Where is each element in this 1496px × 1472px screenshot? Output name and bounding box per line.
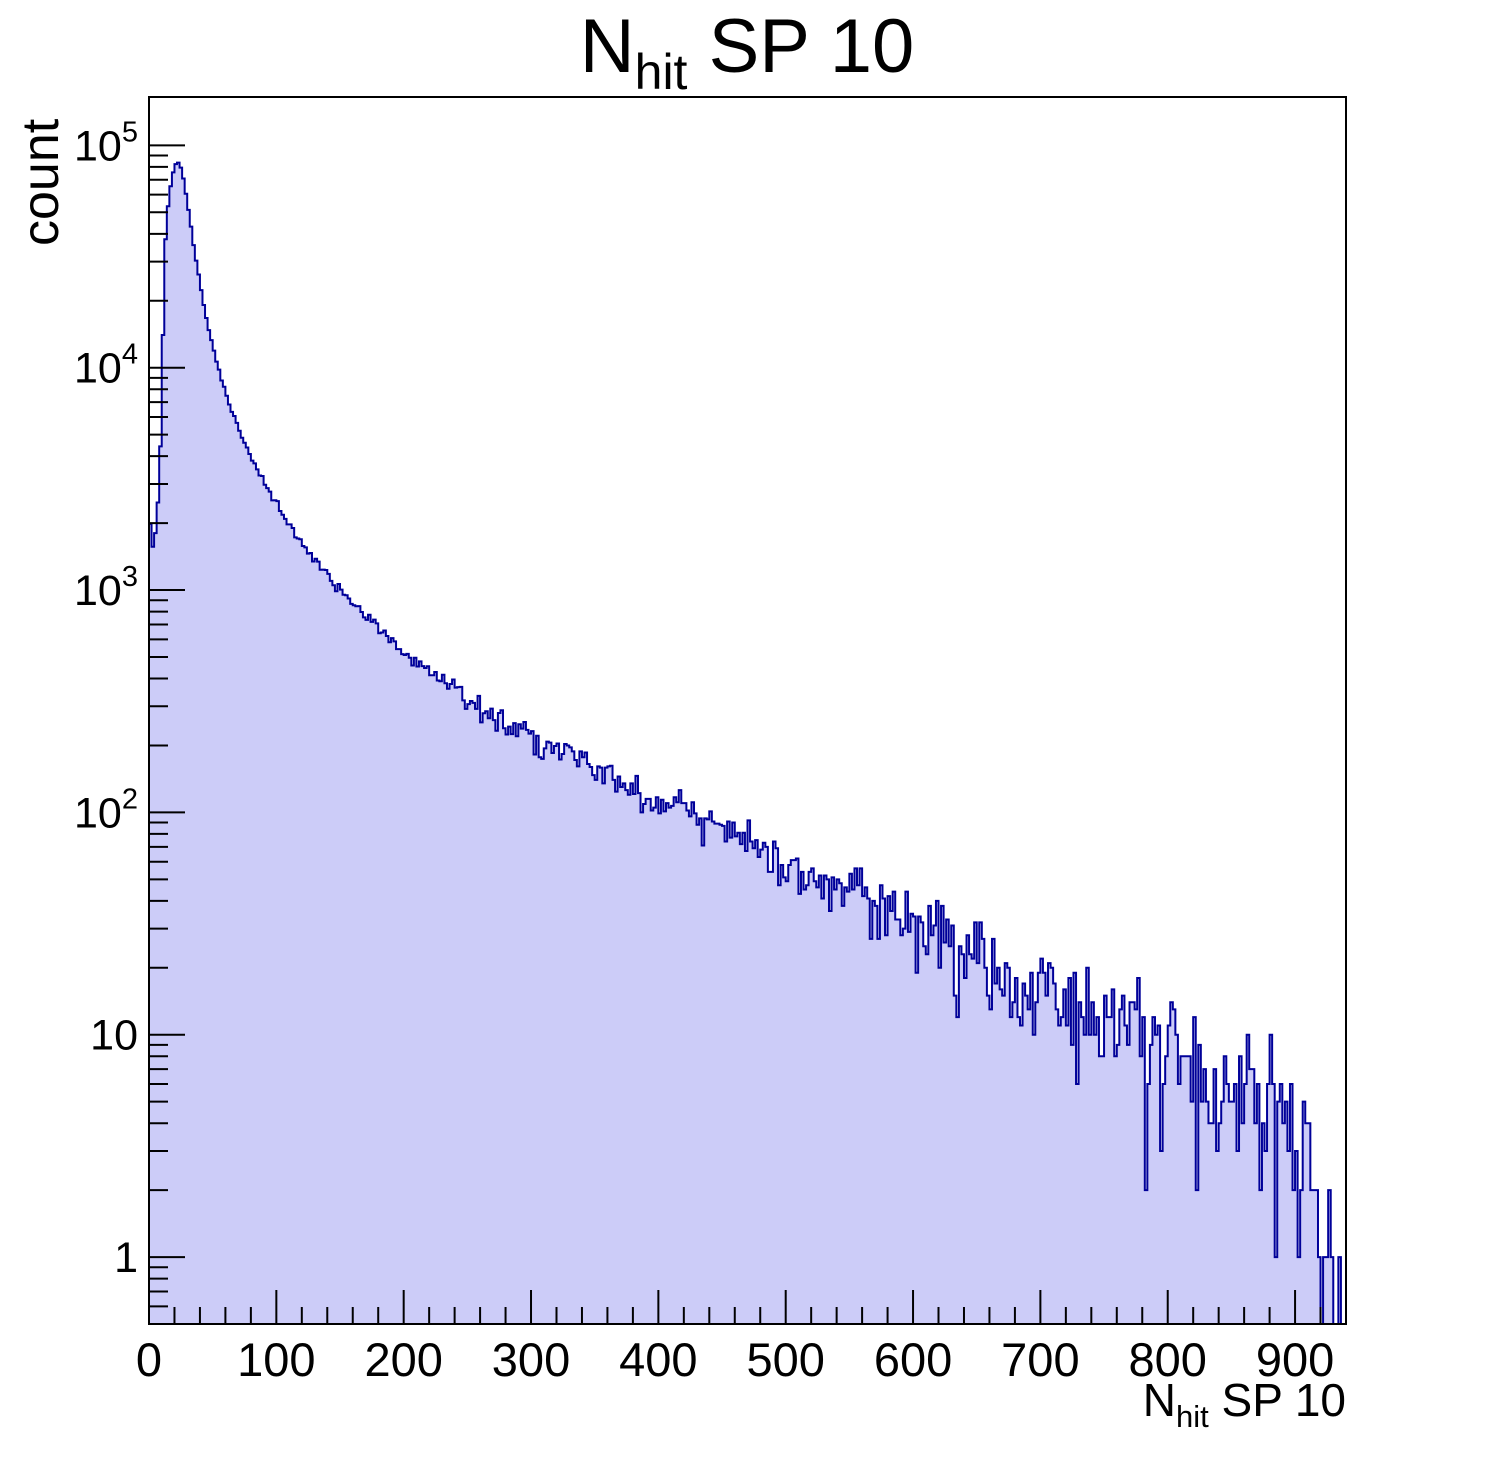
y-axis-labels: 1 10 102 103 104 105: [74, 116, 138, 1282]
y-tick-label: 105: [74, 116, 138, 170]
x-tick-label: 200: [364, 1333, 442, 1386]
plot-title: Nhit SP 10: [580, 4, 914, 100]
x-tick-label: 0: [136, 1333, 162, 1386]
x-axis-labels: 0 100 200 300 400 500 600 700 800 900: [136, 1333, 1334, 1386]
x-tick-label: 900: [1256, 1333, 1334, 1386]
x-tick-label: 600: [874, 1333, 952, 1386]
y-tick-label: 10: [90, 1012, 138, 1060]
histogram-area: [148, 161, 1346, 1325]
y-tick-label: 103: [74, 561, 138, 615]
x-tick-label: 300: [492, 1333, 570, 1386]
y-tick-label: 104: [74, 339, 138, 393]
x-tick-label: 100: [237, 1333, 315, 1386]
y-tick-label: 1: [114, 1234, 138, 1282]
x-tick-label: 500: [746, 1333, 824, 1386]
plot-frame: [148, 96, 1347, 1325]
x-axis-title: Nhit SP 10: [1143, 1374, 1346, 1434]
axis-ticks: [148, 144, 1347, 1324]
y-tick-label: 102: [74, 783, 138, 837]
x-tick-label: 700: [1001, 1333, 1079, 1386]
x-tick-label: 400: [619, 1333, 697, 1386]
x-tick-label: 800: [1129, 1333, 1207, 1386]
y-axis-title: count: [12, 118, 70, 246]
